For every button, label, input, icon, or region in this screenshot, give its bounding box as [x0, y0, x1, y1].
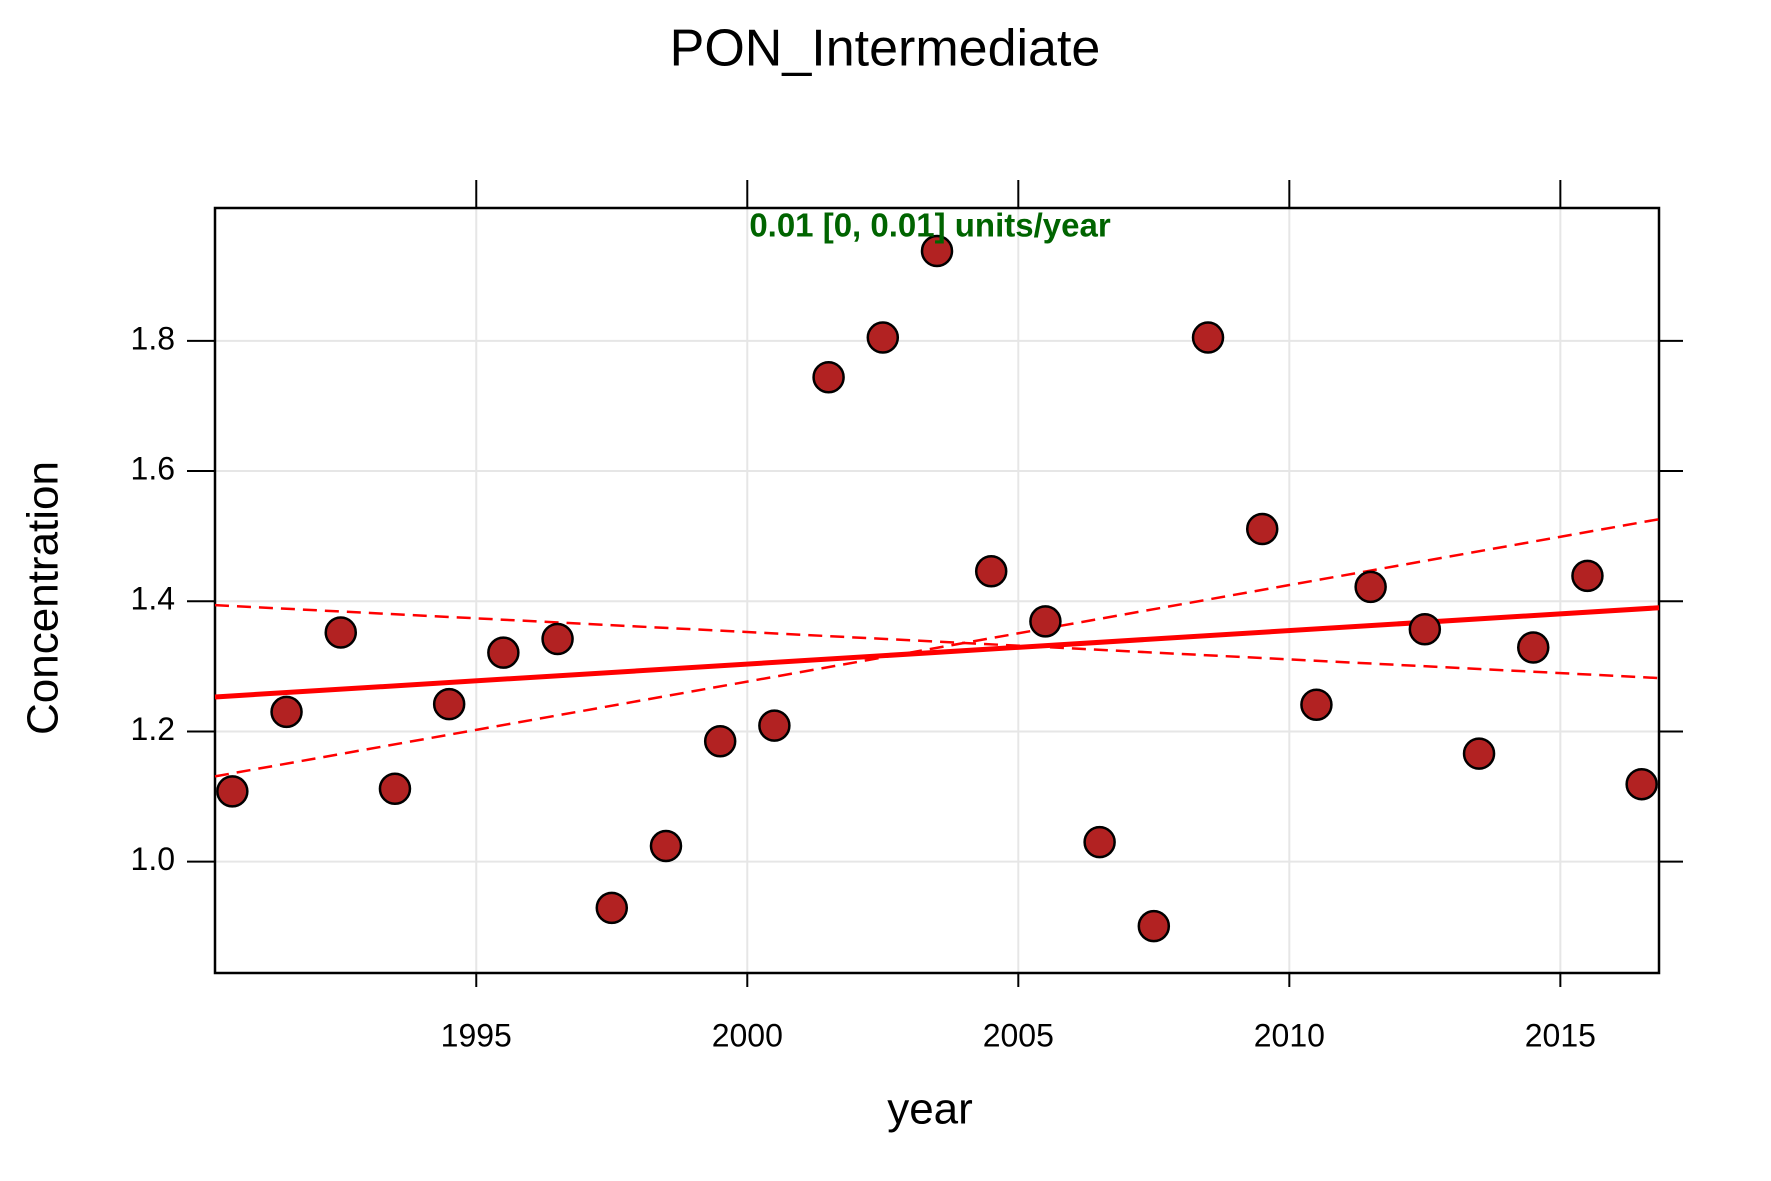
point	[1462, 737, 1496, 770]
point	[866, 321, 900, 354]
point	[1408, 612, 1442, 646]
point	[920, 234, 954, 268]
point	[812, 361, 845, 394]
point	[216, 775, 249, 808]
point	[1083, 825, 1116, 859]
y-tick-label: 1.8	[131, 320, 175, 356]
x-tick-label: 1995	[441, 1017, 512, 1053]
y-tick-label: 1.0	[131, 841, 175, 877]
point	[324, 616, 358, 649]
point	[595, 891, 629, 925]
point	[541, 622, 574, 656]
plot-frame	[213, 206, 1661, 975]
x-tick-label: 2010	[1254, 1017, 1325, 1053]
x-tick-label: 2000	[712, 1017, 783, 1053]
y-tick-label: 1.6	[131, 450, 175, 486]
point	[270, 695, 303, 729]
point	[1354, 570, 1387, 604]
annotation: 0.01 [0, 0.01] units/year	[749, 207, 1111, 244]
point	[1625, 767, 1658, 801]
point	[974, 555, 1008, 588]
x-tick-label: 2015	[1525, 1017, 1596, 1053]
point	[1029, 605, 1062, 638]
point	[1516, 631, 1550, 664]
y-tick-label: 1.4	[131, 581, 175, 617]
point	[1191, 321, 1225, 354]
y-axis-label: Concentration	[19, 461, 68, 735]
point	[1300, 688, 1333, 722]
point	[432, 687, 466, 721]
point	[378, 772, 412, 805]
x-axis-label: year	[887, 1085, 973, 1134]
point	[703, 724, 737, 758]
chart-title: PON_Intermediate	[670, 20, 1101, 78]
x-tick-label: 2005	[983, 1017, 1054, 1053]
point	[1245, 512, 1279, 546]
point	[1571, 559, 1604, 593]
point	[1137, 909, 1171, 943]
trend-line	[214, 603, 1660, 680]
point	[758, 709, 791, 742]
trend-line	[214, 517, 1660, 778]
y-tick-label: 1.2	[131, 711, 175, 747]
point	[487, 636, 520, 669]
point	[649, 829, 683, 863]
trend-line	[214, 605, 1660, 700]
